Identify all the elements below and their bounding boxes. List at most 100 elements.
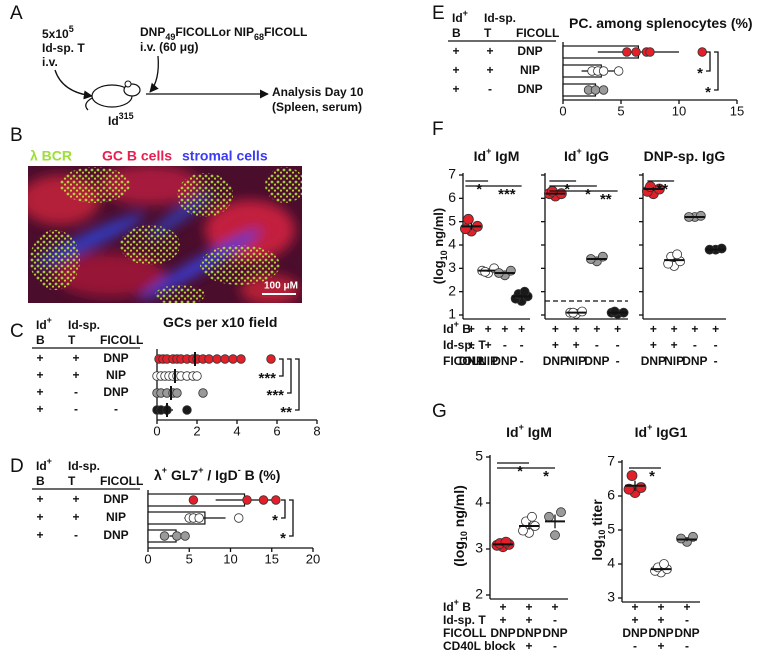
y-tick-label: 3 xyxy=(448,259,456,275)
text-part: 315 xyxy=(119,111,134,121)
table-cell: + xyxy=(657,613,664,627)
table-cell: + xyxy=(552,338,559,352)
text-part: DNP-sp. IgG xyxy=(644,148,726,164)
table-cell: - xyxy=(685,613,689,627)
text-part: B xyxy=(452,26,461,40)
table-cell: + xyxy=(499,613,506,627)
y-tick-label: 6 xyxy=(607,487,615,503)
table-cell: - xyxy=(553,613,557,627)
text-part: Id-sp. xyxy=(484,11,516,25)
table-cell: + xyxy=(72,368,79,382)
text-part: FICOLL xyxy=(443,626,486,640)
data-point xyxy=(631,47,641,57)
t-cells: Id-sp. T xyxy=(42,41,85,55)
significance: * xyxy=(564,181,570,198)
table-cell: DNP xyxy=(517,82,542,96)
data-point xyxy=(172,388,182,398)
text-part: Id xyxy=(564,148,576,164)
mouse-strain: Id315 xyxy=(108,111,134,128)
text-part: IgG xyxy=(582,148,609,164)
row-label: Id-sp. T xyxy=(443,613,486,627)
text-part: Id-sp. T xyxy=(443,338,486,352)
table-cell: + xyxy=(452,82,459,96)
text-part: FICOLL xyxy=(100,474,143,488)
table-cell: + xyxy=(486,63,493,77)
text-part: B xyxy=(36,333,45,347)
t-dose: 5x105 xyxy=(42,24,74,41)
x-tick-label: 8 xyxy=(313,423,320,438)
table-cell: + xyxy=(501,322,508,336)
x-tick-label: 10 xyxy=(672,103,686,118)
table-cell: + xyxy=(36,368,43,382)
channel-label: GC B cells xyxy=(102,148,172,164)
y-tick-label: 2 xyxy=(475,586,483,602)
data-point xyxy=(228,354,238,364)
table-cell: - xyxy=(501,639,505,653)
significance-bracket xyxy=(279,358,284,377)
table-header: FICOLL xyxy=(100,333,143,347)
table-cell: - xyxy=(714,338,718,352)
table-header: FICOLL xyxy=(516,26,559,40)
table-cell: - xyxy=(488,82,492,96)
data-point xyxy=(236,354,246,364)
text-part: IgG1 xyxy=(652,424,687,440)
table-cell: + xyxy=(552,322,559,336)
significance: ** xyxy=(280,404,292,421)
table-cell: + xyxy=(525,613,532,627)
data-point xyxy=(188,495,199,505)
table-cell: - xyxy=(520,354,524,368)
text-part: + xyxy=(519,422,524,432)
significance-bracket xyxy=(714,51,719,91)
text-part: Id xyxy=(36,318,47,332)
table-header: Id+ xyxy=(36,456,52,473)
text-part: + xyxy=(47,315,52,325)
table-cell: + xyxy=(72,492,79,506)
plot-title: λ+ GL7+ / IgD- B (%) xyxy=(154,465,280,482)
text-part: 10 xyxy=(459,531,469,541)
t-route: i.v. xyxy=(42,55,58,69)
text-part: B xyxy=(459,600,471,614)
table-cell: + xyxy=(485,322,492,336)
significance: *** xyxy=(266,387,284,404)
y-tick-label: 6 xyxy=(448,189,456,205)
y-axis-label: (log10 ng/ml) xyxy=(451,485,470,567)
table-cell: + xyxy=(518,322,525,336)
text-part: + xyxy=(486,146,491,156)
text-part: T xyxy=(68,474,76,488)
data-point xyxy=(182,405,192,415)
significance-bracket xyxy=(706,51,711,72)
micrograph xyxy=(28,166,302,303)
plot-title: PC. among splenocytes (%) xyxy=(569,15,753,31)
row-label: FICOLL xyxy=(443,626,486,640)
panel-label: D xyxy=(10,456,24,477)
text-part: 5 xyxy=(69,24,74,34)
x-tick-label: 10 xyxy=(223,551,237,566)
analysis: Analysis Day 10 xyxy=(272,85,364,99)
text-part: T xyxy=(68,333,76,347)
text-part: λ xyxy=(154,467,162,483)
data-point xyxy=(544,511,554,522)
data-point xyxy=(266,354,276,364)
table-header: B xyxy=(452,26,461,40)
table-cell: - xyxy=(74,528,78,542)
text-part: + xyxy=(454,319,459,329)
text-part: titer xyxy=(589,499,605,530)
text-part: B (%) xyxy=(241,467,281,483)
text-part: IgM xyxy=(491,148,519,164)
y-tick-label: 2 xyxy=(448,282,456,298)
text-part: Id xyxy=(443,600,454,614)
plot-title: GCs per x10 field xyxy=(163,314,277,330)
data-point xyxy=(622,47,632,57)
table-cell: DNP xyxy=(103,351,128,365)
x-tick-label: 0 xyxy=(153,423,160,438)
table-cell: - xyxy=(685,639,689,653)
table-cell: + xyxy=(631,613,638,627)
table-cell: + xyxy=(36,385,43,399)
text-part: + xyxy=(576,146,581,156)
text-part: 68 xyxy=(254,32,264,42)
mouse-tail xyxy=(85,97,93,111)
table-cell: DNP xyxy=(622,626,647,640)
x-tick-label: 4 xyxy=(233,423,240,438)
table-cell: DNP xyxy=(542,626,567,640)
table-cell: + xyxy=(72,510,79,524)
